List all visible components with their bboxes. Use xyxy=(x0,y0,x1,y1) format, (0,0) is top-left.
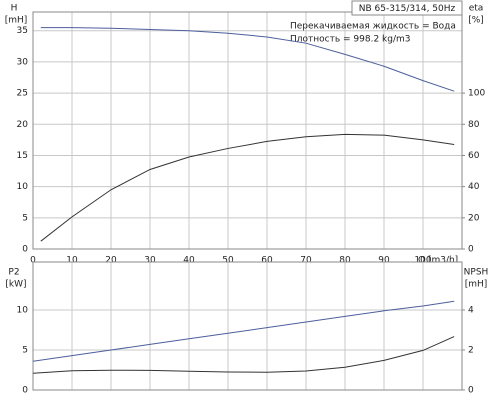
y-tick-label: 15 xyxy=(17,151,28,161)
y2-axis-label: NPSH xyxy=(464,268,489,278)
y-axis-unit: [mH] xyxy=(5,16,28,26)
annotation: Плотность = 998.2 kg/m3 xyxy=(290,35,411,45)
y-tick-label: 0 xyxy=(22,386,28,396)
y-tick-label: 5 xyxy=(22,213,28,223)
y2-tick-label: 80 xyxy=(468,120,480,130)
y-tick-label: 10 xyxy=(17,182,29,192)
plot-frame xyxy=(32,261,463,391)
y-tick-label: 30 xyxy=(17,57,29,67)
chart-title: NB 65-315/314, 50Hz xyxy=(359,4,456,14)
y-tick-label: 35 xyxy=(17,26,28,36)
y-tick-label: 10 xyxy=(17,306,29,316)
y2-axis-label: eta xyxy=(469,4,484,14)
curve-h xyxy=(40,27,455,92)
x-axis-label: Q [m3/h] xyxy=(418,256,458,266)
y2-tick-label: 40 xyxy=(468,182,480,192)
y2-tick-label: 60 xyxy=(468,151,480,161)
y2-tick-label: 4 xyxy=(468,306,474,316)
plot-area xyxy=(33,262,462,390)
x-tick-label: 0 xyxy=(30,256,36,266)
y2-tick-label: 0 xyxy=(468,386,474,396)
x-tick-label: 60 xyxy=(261,256,273,266)
annotation: Перекачиваемая жидкость = Вода xyxy=(290,22,456,32)
plot-area xyxy=(33,12,462,249)
y-tick-label: 25 xyxy=(17,89,28,99)
y2-axis-unit: [mH] xyxy=(465,280,488,290)
curve-npsh xyxy=(32,336,455,374)
y-tick-label: 5 xyxy=(22,346,28,356)
x-tick-label: 30 xyxy=(144,256,156,266)
title-box xyxy=(351,0,463,16)
x-tick-label: 20 xyxy=(105,256,117,266)
y2-axis-unit: [%] xyxy=(468,16,484,26)
curve-p2 xyxy=(32,300,455,362)
curve-eta xyxy=(40,133,455,242)
x-tick-label: 10 xyxy=(66,256,78,266)
y-axis-label: P2 xyxy=(8,268,19,278)
y-axis-unit: [kW] xyxy=(5,280,26,290)
x-tick-label: 80 xyxy=(339,256,351,266)
plot-frame xyxy=(32,11,463,250)
x-tick-label: 50 xyxy=(222,256,234,266)
y-tick-label: 20 xyxy=(17,120,29,130)
x-tick-label: 90 xyxy=(378,256,390,266)
y2-tick-label: 20 xyxy=(468,213,480,223)
y2-tick-label: 0 xyxy=(468,245,474,255)
x-tick-label: 100 xyxy=(414,256,431,266)
x-tick-label: 40 xyxy=(183,256,195,266)
y-tick-label: 0 xyxy=(22,245,28,255)
y2-tick-label: 2 xyxy=(468,346,474,356)
y2-tick-label: 100 xyxy=(468,89,485,99)
y-axis-label: H xyxy=(11,4,18,14)
x-tick-label: 70 xyxy=(300,256,312,266)
